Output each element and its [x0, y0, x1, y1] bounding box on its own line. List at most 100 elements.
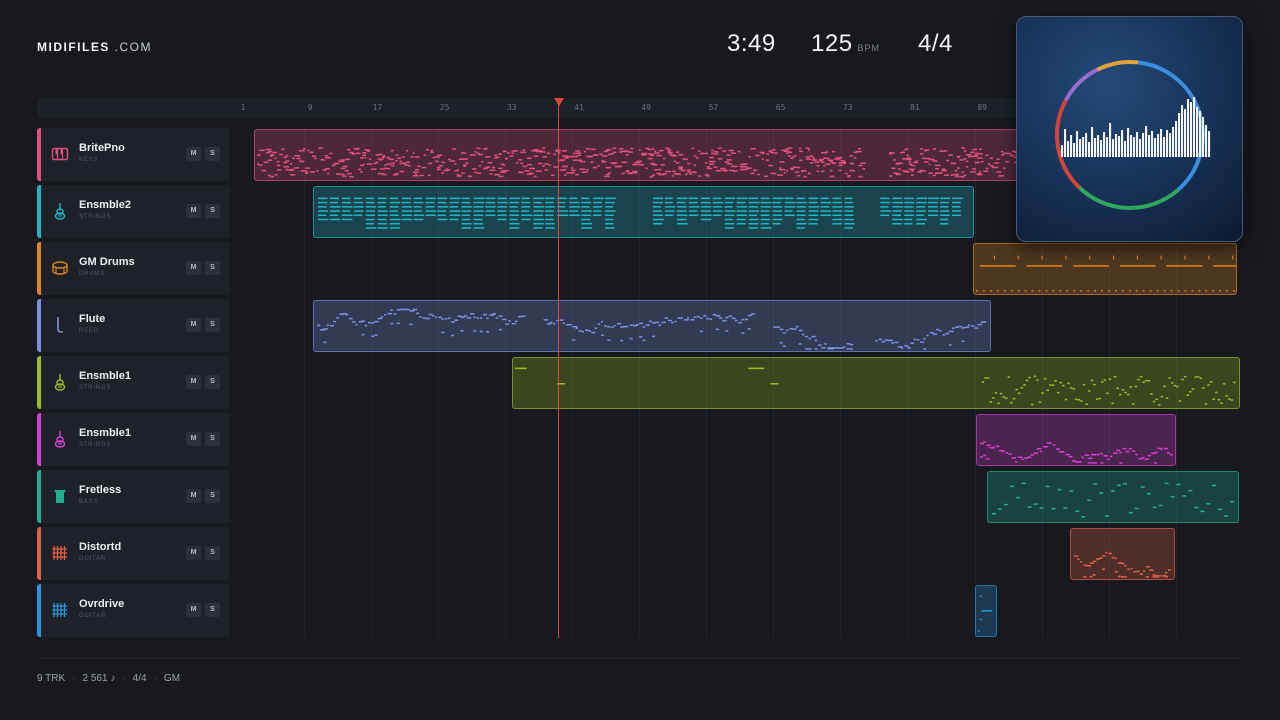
track-color-stripe [37, 299, 41, 352]
visualizer-ring-segment [1076, 184, 1179, 210]
drum-icon [51, 259, 69, 277]
visualizer-bar [1133, 137, 1136, 157]
mute-button[interactable]: M [186, 489, 201, 503]
track-count: 9 TRK [37, 673, 66, 684]
track-color-stripe [37, 128, 41, 181]
bar-grid-line [840, 128, 841, 638]
solo-button[interactable]: S [205, 261, 220, 275]
song-time: 3:49 [727, 30, 776, 57]
midi-clip[interactable] [976, 414, 1176, 466]
solo-button[interactable]: S [205, 546, 220, 560]
visualizer-bar [1100, 140, 1103, 157]
midi-clip[interactable] [254, 129, 1054, 181]
midi-clip[interactable] [512, 357, 1240, 409]
track-header[interactable]: Flute REED M S [37, 299, 230, 352]
track-header[interactable]: BritePno KEYS M S [37, 128, 230, 181]
guitar-icon [51, 601, 69, 619]
track-color-stripe [37, 527, 41, 580]
visualizer-bar [1082, 137, 1085, 157]
mute-button[interactable]: M [186, 318, 201, 332]
mute-button[interactable]: M [186, 432, 201, 446]
visualizer-bar [1088, 142, 1091, 157]
visualizer-bar [1109, 123, 1112, 157]
track-name[interactable]: Flute [79, 313, 106, 325]
bar-grid-line [572, 128, 573, 638]
playhead-marker[interactable] [554, 98, 564, 106]
track-color-stripe [37, 185, 41, 238]
visualizer-bar [1118, 136, 1121, 157]
midi-clip[interactable] [1070, 528, 1175, 580]
track-name[interactable]: Ensmble1 [79, 370, 131, 382]
visualizer-bar [1181, 105, 1184, 157]
guitar-icon [51, 544, 69, 562]
visualizer-bar [1184, 109, 1187, 157]
visualizer-bar [1061, 145, 1064, 157]
track-name[interactable]: Ensmble2 [79, 199, 131, 211]
visualizer-bar [1079, 139, 1082, 157]
brand-name: MIDIFILES [37, 40, 110, 54]
midi-clip[interactable] [975, 585, 997, 637]
time-signature: 4/4 [918, 30, 953, 57]
track-header[interactable]: Ensmble1 STRINGS M S [37, 413, 230, 466]
clip-notes [317, 197, 963, 229]
mute-button[interactable]: M [186, 375, 201, 389]
track-name[interactable]: BritePno [79, 142, 125, 154]
track-name[interactable]: Ensmble1 [79, 427, 131, 439]
audio-visualizer [1016, 16, 1243, 242]
track-header[interactable]: Distortd GUITAR M S [37, 527, 230, 580]
ruler-tick: 25 [439, 103, 450, 112]
visualizer-bar [1196, 107, 1199, 157]
midi-clip[interactable] [313, 300, 991, 352]
midi-clip[interactable] [987, 471, 1239, 523]
visualizer-bar [1106, 137, 1109, 157]
track-header[interactable]: Ensmble1 STRINGS M S [37, 356, 230, 409]
track-name[interactable]: Ovrdrive [79, 598, 125, 610]
track-name[interactable]: GM Drums [79, 256, 135, 268]
mute-button[interactable]: M [186, 546, 201, 560]
mute-button[interactable]: M [186, 204, 201, 218]
track-header[interactable]: GM Drums DRUMS M S [37, 242, 230, 295]
brand-suffix: .COM [109, 40, 153, 54]
track-header[interactable]: Fretless BASS M S [37, 470, 230, 523]
solo-button[interactable]: S [205, 147, 220, 161]
bar-grid-line [706, 128, 707, 638]
visualizer-bar [1175, 121, 1178, 157]
visualizer-bar [1097, 135, 1100, 157]
track-color-stripe [37, 242, 41, 295]
track-category: GUITAR [79, 556, 107, 562]
mute-button[interactable]: M [186, 603, 201, 617]
visualizer-ring-segment [1055, 96, 1081, 189]
visualizer-bar [1205, 125, 1208, 157]
timeline-ruler[interactable]: 1 9 17 25 33 41 49 57 65 73 81 89 [37, 98, 1240, 118]
track-category: STRINGS [79, 385, 112, 391]
solo-button[interactable]: S [205, 432, 220, 446]
visualizer-bar [1208, 131, 1211, 157]
visualizer-bar [1178, 113, 1181, 157]
mute-button[interactable]: M [186, 261, 201, 275]
solo-button[interactable]: S [205, 375, 220, 389]
solo-button[interactable]: S [205, 489, 220, 503]
track-category: REED [79, 328, 99, 334]
solo-button[interactable]: S [205, 603, 220, 617]
track-header[interactable]: Ensmble2 STRINGS M S [37, 185, 230, 238]
track-color-stripe [37, 356, 41, 409]
visualizer-bar [1166, 130, 1169, 157]
mute-button[interactable]: M [186, 147, 201, 161]
visualizer-bar [1094, 138, 1097, 157]
visualizer-bar [1070, 135, 1073, 157]
solo-button[interactable]: S [205, 318, 220, 332]
solo-button[interactable]: S [205, 204, 220, 218]
visualizer-bar [1157, 134, 1160, 157]
playhead-line[interactable] [558, 100, 559, 638]
visualizer-bar [1172, 127, 1175, 157]
midi-clip[interactable] [313, 186, 974, 238]
visualizer-bar [1115, 134, 1118, 157]
track-header[interactable]: Ovrdrive GUITAR M S [37, 584, 230, 637]
track-name[interactable]: Fretless [79, 484, 122, 496]
midi-clip[interactable] [973, 243, 1237, 295]
track-category: STRINGS [79, 214, 112, 220]
bar-grid-line [1109, 128, 1110, 638]
track-name[interactable]: Distortd [79, 541, 122, 553]
ruler-tick: 17 [372, 103, 383, 112]
strings-icon [51, 202, 69, 220]
